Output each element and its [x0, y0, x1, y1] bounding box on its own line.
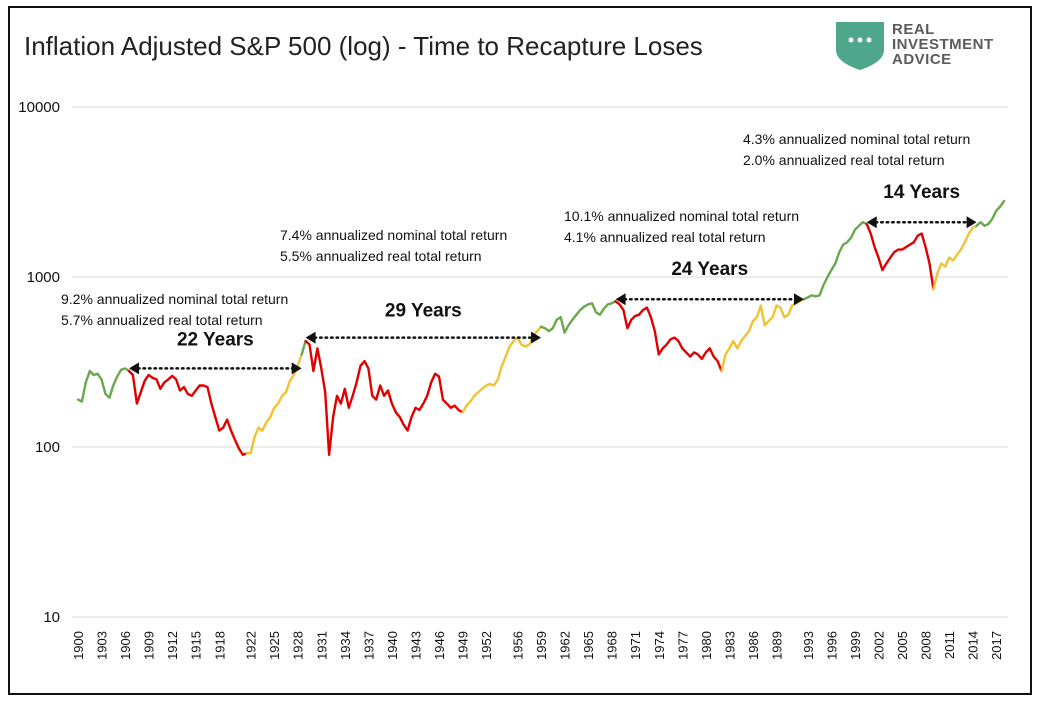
- x-tick-label: 1956: [510, 631, 525, 660]
- series-segment-yellow: [245, 353, 303, 455]
- x-tick-label: 2011: [942, 631, 957, 659]
- x-tick-label: 1915: [189, 631, 204, 660]
- arrow-left-icon: [615, 293, 626, 306]
- x-tick-label: 1909: [142, 631, 157, 660]
- x-tick-label: 1986: [746, 631, 761, 660]
- x-tick-label: 1906: [118, 631, 133, 660]
- x-tick-label: 1965: [581, 631, 596, 660]
- gridlines: [72, 106, 1008, 618]
- x-tick-label: 2017: [989, 631, 1004, 660]
- recovery-span: 22 Years 9.2% annualized nominal total re…: [61, 291, 302, 375]
- arrow-right-icon: [966, 216, 977, 229]
- x-tick-label: 1937: [361, 631, 376, 660]
- x-tick-label: 1983: [722, 631, 737, 660]
- x-tick-label: 1962: [558, 631, 573, 660]
- x-tick-label: 2002: [872, 631, 887, 660]
- series-segment-green: [300, 339, 307, 356]
- series-segment-red: [127, 369, 248, 456]
- y-tick-label: 10: [43, 609, 60, 626]
- chart-title: Inflation Adjusted S&P 500 (log) - Time …: [24, 31, 703, 61]
- series-segment-green: [76, 367, 131, 403]
- x-tick-label: 1903: [95, 631, 110, 660]
- annotation-real-return: 5.7% annualized real total return: [61, 312, 263, 328]
- logo: REAL INVESTMENT ADVICE: [836, 21, 994, 70]
- arrow-right-icon: [793, 293, 804, 306]
- annotation-nominal-return: 4.3% annualized nominal total return: [743, 131, 970, 147]
- logo-text-investment: INVESTMENT: [892, 36, 994, 53]
- series-segment-yellow: [461, 325, 543, 414]
- x-tick-label: 1918: [212, 631, 227, 660]
- x-tick-label: 2008: [919, 631, 934, 660]
- annotation-nominal-return: 7.4% annualized nominal total return: [280, 227, 507, 243]
- series-segment-green: [802, 221, 868, 301]
- x-tick-label: 1940: [385, 631, 400, 660]
- recovery-span: 14 Years 4.3% annualized nominal total re…: [743, 131, 977, 229]
- x-tick-label: 2014: [966, 631, 981, 660]
- annotation-nominal-return: 10.1% annualized nominal total return: [564, 208, 799, 224]
- x-tick-label: 1931: [314, 631, 329, 660]
- arrow-left-icon: [305, 331, 316, 344]
- x-tick-label: 1925: [267, 631, 282, 660]
- series-segment-green: [539, 300, 617, 334]
- recovery-span: 29 Years 7.4% annualized nominal total re…: [280, 227, 542, 344]
- logo-shield-icon: [836, 22, 884, 70]
- series-segment-yellow: [720, 298, 806, 373]
- arrow-right-icon: [291, 362, 302, 375]
- x-tick-label: 1989: [769, 631, 784, 660]
- x-tick-label: 1968: [605, 631, 620, 660]
- x-tick-label: 1974: [652, 631, 667, 660]
- x-tick-label: 1971: [628, 631, 643, 660]
- span-duration-label: 14 Years: [883, 182, 960, 203]
- x-axis-ticks: 1900 1903 1906 1909 1912 1915 1918 1922 1925 1928…: [71, 631, 1004, 660]
- x-tick-label: 1993: [801, 631, 816, 660]
- span-duration-label: 22 Years: [177, 329, 254, 350]
- arrow-left-icon: [129, 362, 140, 375]
- logo-dot-icon: [848, 37, 854, 43]
- x-tick-label: 2005: [895, 631, 910, 660]
- x-tick-label: 1949: [456, 631, 471, 660]
- recovery-spans: 22 Years 9.2% annualized nominal total re…: [61, 131, 977, 375]
- series-line: [76, 199, 1006, 456]
- series-segment-red: [614, 300, 723, 373]
- arrow-right-icon: [531, 331, 542, 344]
- series-segment-red: [865, 222, 935, 291]
- x-tick-label: 1928: [291, 631, 306, 660]
- x-tick-label: 1922: [244, 631, 259, 660]
- x-tick-label: 1900: [71, 631, 86, 660]
- series-segment-green: [975, 199, 1006, 227]
- series-segment-yellow: [932, 224, 978, 291]
- logo-dot-icon: [866, 37, 872, 43]
- chart-frame: [8, 6, 1032, 695]
- x-tick-label: 1943: [408, 631, 423, 660]
- x-tick-label: 1977: [675, 631, 690, 660]
- annotation-real-return: 2.0% annualized real total return: [743, 152, 945, 168]
- x-tick-label: 1952: [479, 631, 494, 660]
- x-tick-label: 1999: [848, 631, 863, 660]
- x-tick-label: 1959: [534, 631, 549, 660]
- logo-text-advice: ADVICE: [892, 51, 952, 68]
- x-tick-label: 1912: [165, 631, 180, 660]
- annotation-real-return: 4.1% annualized real total return: [564, 229, 766, 245]
- x-tick-label: 1946: [432, 631, 447, 660]
- x-tick-label: 1996: [824, 631, 839, 660]
- y-tick-label: 10000: [18, 99, 60, 116]
- annotation-real-return: 5.5% annualized real total return: [280, 248, 482, 264]
- annotation-nominal-return: 9.2% annualized nominal total return: [61, 291, 288, 307]
- recovery-span: 24 Years 10.1% annualized nominal total r…: [564, 208, 804, 306]
- x-tick-label: 1980: [699, 631, 714, 660]
- span-duration-label: 24 Years: [671, 259, 748, 280]
- x-tick-label: 1934: [338, 631, 353, 660]
- y-tick-label: 1000: [27, 269, 60, 286]
- span-duration-label: 29 Years: [385, 301, 462, 322]
- logo-dot-icon: [857, 37, 863, 43]
- logo-text-real: REAL: [892, 21, 935, 38]
- y-tick-label: 100: [35, 439, 60, 456]
- arrow-left-icon: [866, 216, 877, 229]
- y-axis-ticks: 10 100 1000 10000: [18, 99, 60, 626]
- series-segment-red: [304, 339, 464, 456]
